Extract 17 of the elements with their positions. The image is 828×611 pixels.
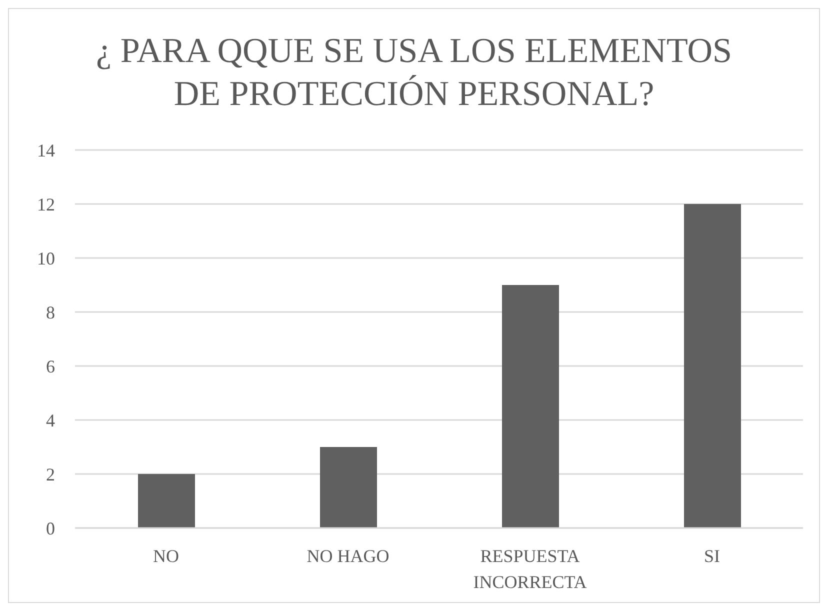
x-tick-label: SI — [704, 546, 720, 566]
y-tick-label: 10 — [37, 248, 55, 268]
y-tick-label: 0 — [46, 518, 55, 538]
x-tick-label: RESPUESTA INCORRECTA — [473, 546, 587, 592]
y-tick-label: 2 — [46, 464, 55, 484]
y-tick-label: 12 — [37, 194, 55, 214]
bar — [684, 204, 741, 528]
x-tick-label: NO HAGO — [306, 546, 390, 566]
chart-title: ¿ PARA QQUE SE USA LOS ELEMENTOS DE PROTECCIÓN PERSONAL? — [95, 30, 733, 115]
bar — [138, 474, 195, 528]
bar — [320, 447, 377, 528]
y-tick-label: 8 — [46, 302, 55, 322]
y-tick-label: 6 — [46, 356, 55, 376]
bar — [502, 285, 559, 528]
y-tick-label: 14 — [37, 140, 55, 160]
y-tick-label: 4 — [46, 410, 55, 430]
x-tick-label: NO — [153, 546, 179, 566]
